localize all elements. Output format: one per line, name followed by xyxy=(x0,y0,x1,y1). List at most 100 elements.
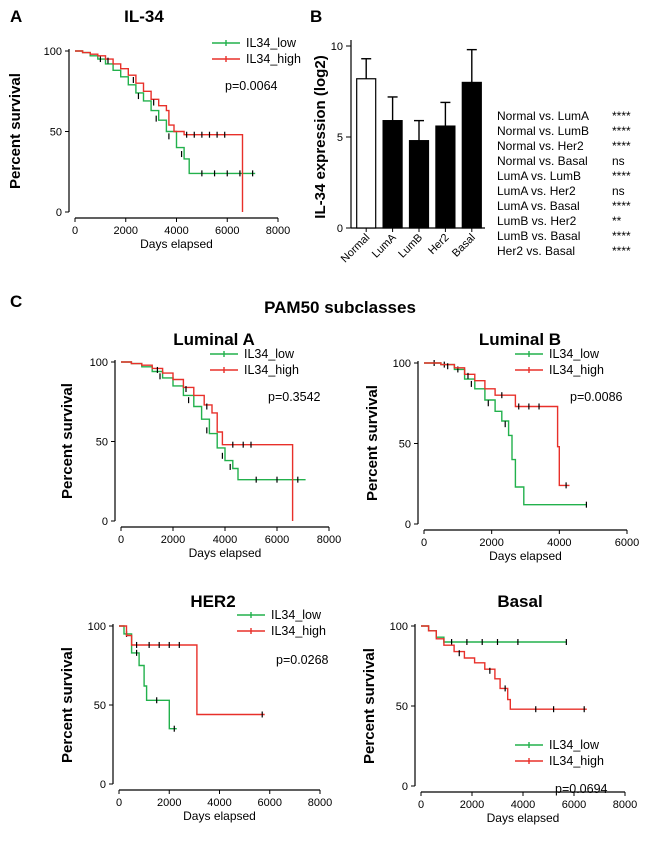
x-tick-label: Basal xyxy=(450,232,478,260)
chart-title: Luminal A xyxy=(173,330,255,349)
y-tick-label: 100 xyxy=(90,357,108,369)
x-tick-label: LumA xyxy=(370,231,399,260)
bar-lumb xyxy=(408,140,430,229)
y-axis-title: Percent survival xyxy=(361,648,378,764)
y-axis-title: Percent survival xyxy=(59,647,76,763)
x-tick-label: 8000 xyxy=(317,534,341,546)
x-tick-label: 2000 xyxy=(161,534,185,546)
chart-c4: Basal 0 50 100 0 2000 4000 6000 8000 Days elapsed… xyxy=(361,592,637,825)
y-tick-label: 5 xyxy=(337,132,343,144)
y-axis-title: Percent survival xyxy=(7,73,24,189)
y-tick-label: 100 xyxy=(44,46,62,58)
x-tick-label: 0 xyxy=(72,225,78,237)
x-axis-title: Days elapsed xyxy=(189,546,262,560)
x-axis-title: Days elapsed xyxy=(487,811,560,825)
comparison-label: Normal vs. LumB xyxy=(497,124,589,138)
x-tick-label: 0 xyxy=(418,799,424,811)
km-line-il34-high xyxy=(424,362,570,487)
y-axis-title: Percent survival xyxy=(364,385,381,501)
km-line-il34-low xyxy=(75,50,256,175)
legend-label: IL34_high xyxy=(549,363,604,377)
x-tick-label: 4000 xyxy=(547,537,571,549)
legend-label: IL34_high xyxy=(246,52,301,66)
comparison-significance: ns xyxy=(612,184,625,198)
y-tick-label: 100 xyxy=(393,358,411,370)
chart-title: HER2 xyxy=(190,592,235,611)
panel-letter-a: A xyxy=(10,7,22,26)
legend-label: IL34_low xyxy=(271,608,322,622)
chart-c1: Luminal A 0 50 100 0 2000 4000 6000 8000 Days ela… xyxy=(59,330,341,560)
y-tick-label: 100 xyxy=(88,621,106,633)
y-tick-label: 50 xyxy=(96,437,108,449)
comparison-label: Normal vs. Her2 xyxy=(497,139,584,153)
comparison-significance: **** xyxy=(612,244,631,258)
chart-a: IL-34 0 50 100 0 2000 4000 6000 8000 Days elapsed… xyxy=(7,7,301,251)
comparison-significance: ns xyxy=(612,154,625,168)
comparison-label: Normal vs. LumA xyxy=(497,109,589,123)
y-tick-label: 50 xyxy=(399,439,411,451)
comparison-label: Her2 vs. Basal xyxy=(497,244,575,258)
p-value: p=0.0268 xyxy=(276,653,329,667)
x-tick-label: 2000 xyxy=(460,799,484,811)
comparison-significance: **** xyxy=(612,199,631,213)
x-tick-label: 8000 xyxy=(613,799,637,811)
comparison-significance: **** xyxy=(612,139,631,153)
y-tick-label: 0 xyxy=(337,223,343,235)
panel-letter-b: B xyxy=(310,7,322,26)
km-line-il34-low xyxy=(119,625,177,730)
y-tick-label: 0 xyxy=(100,779,106,791)
x-axis-title: Days elapsed xyxy=(140,237,213,251)
comparison-significance: **** xyxy=(612,124,631,138)
x-tick-label: LumB xyxy=(396,232,425,261)
comparison-label: LumB vs. Basal xyxy=(497,229,580,243)
y-tick-label: 0 xyxy=(102,516,108,528)
legend-label: IL34_high xyxy=(244,363,299,377)
y-axis-title: Percent survival xyxy=(59,383,76,499)
y-tick-label: 50 xyxy=(396,701,408,713)
comparison-label: LumA vs. Her2 xyxy=(497,184,576,198)
legend-label: IL34_low xyxy=(244,347,295,361)
x-tick-label: 4000 xyxy=(213,534,237,546)
x-tick-label: 6000 xyxy=(562,799,586,811)
x-tick-label: 6000 xyxy=(215,225,239,237)
x-tick-label: 0 xyxy=(421,537,427,549)
legend-label: IL34_low xyxy=(246,36,297,50)
km-line-il34-low xyxy=(121,361,306,481)
comparison-label: LumB vs. Her2 xyxy=(497,214,577,228)
comparison-label: LumA vs. Basal xyxy=(497,199,580,213)
bar-luma xyxy=(382,120,403,229)
y-tick-label: 0 xyxy=(56,207,62,219)
x-tick-label: 4000 xyxy=(164,225,188,237)
y-tick-label: 0 xyxy=(405,519,411,531)
km-line-il34-high xyxy=(421,625,587,710)
x-tick-label: 6000 xyxy=(615,537,639,549)
km-line-il34-high xyxy=(121,361,294,521)
x-tick-label: 2000 xyxy=(114,225,138,237)
km-line-il34-low xyxy=(424,362,587,506)
bar-normal xyxy=(356,78,377,229)
legend-label: IL34_low xyxy=(549,738,600,752)
x-tick-label: 8000 xyxy=(308,797,332,809)
chart-c2: Luminal B 0 50 100 0 2000 4000 6000 Days elapsed… xyxy=(364,330,639,563)
x-axis-title: Days elapsed xyxy=(183,809,256,823)
legend-label: IL34_high xyxy=(549,754,604,768)
legend-label: IL34_high xyxy=(271,624,326,638)
x-tick-label: 6000 xyxy=(265,534,289,546)
chart-title: IL-34 xyxy=(124,7,164,26)
x-tick-label: Normal xyxy=(339,232,373,266)
y-tick-label: 100 xyxy=(390,621,408,633)
comparison-label: Normal vs. Basal xyxy=(497,154,588,168)
km-line-il34-low xyxy=(421,625,567,643)
x-tick-label: 0 xyxy=(116,797,122,809)
x-tick-label: 0 xyxy=(118,534,124,546)
y-tick-label: 50 xyxy=(94,700,106,712)
comparison-significance: ** xyxy=(612,214,622,228)
comparison-significance: **** xyxy=(612,229,631,243)
x-tick-label: 8000 xyxy=(266,225,290,237)
chart-title: Basal xyxy=(497,592,542,611)
x-tick-label: 6000 xyxy=(258,797,282,809)
km-line-il34-high xyxy=(75,50,244,212)
chart-c3: HER2 0 50 100 0 2000 4000 6000 8000 Days elapsed P… xyxy=(59,592,332,823)
